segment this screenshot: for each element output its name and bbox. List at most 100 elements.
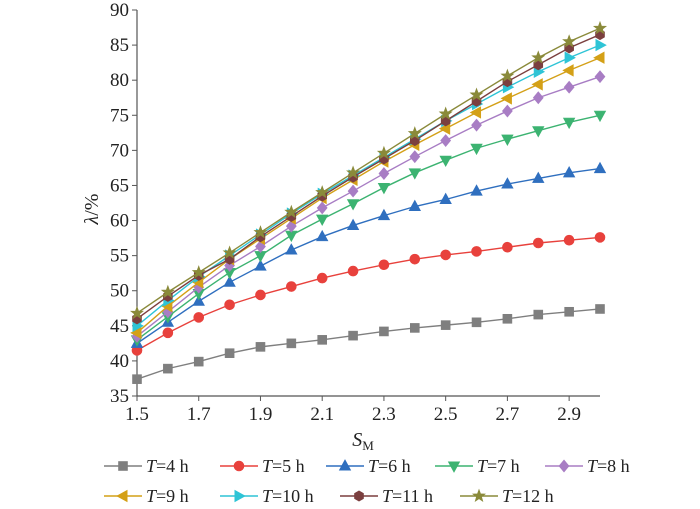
data-point <box>531 50 546 64</box>
x-tick-label: 2.9 <box>557 404 581 425</box>
data-point <box>563 80 575 94</box>
data-point <box>317 335 328 345</box>
data-point <box>409 323 420 333</box>
data-point <box>592 20 608 35</box>
data-point <box>595 304 605 314</box>
data-point <box>224 348 235 358</box>
legend-marker <box>338 459 352 471</box>
x-axis-label-subscript: M <box>362 438 374 453</box>
data-point <box>315 185 330 199</box>
legend-item: T=12 h <box>460 486 554 506</box>
data-point <box>129 305 145 320</box>
legend-label-var: T <box>262 486 274 506</box>
legend-label-rest: =4 h <box>156 456 189 476</box>
legend-item: T=8 h <box>545 456 630 476</box>
y-tick-label: 50 <box>110 281 129 302</box>
legend-label: T=9 h <box>146 486 189 506</box>
y-tick-label: 45 <box>110 316 129 337</box>
legend-marker <box>558 459 570 473</box>
data-point <box>285 230 298 243</box>
y-tick-label: 35 <box>110 386 129 407</box>
data-point <box>532 237 544 249</box>
data-point <box>409 253 421 265</box>
series-line <box>136 114 601 341</box>
legend-label: T=12 h <box>502 486 554 506</box>
legend-label-var: T <box>262 456 274 476</box>
data-point <box>562 165 576 178</box>
data-point <box>348 330 358 341</box>
data-point <box>440 134 452 148</box>
data-point <box>593 110 607 123</box>
legend-label-rest: =11 h <box>392 486 433 506</box>
x-tick-label: 2.3 <box>372 404 396 425</box>
data-point <box>500 92 512 105</box>
legend-label-var: T <box>146 456 158 476</box>
data-point <box>377 183 391 195</box>
legend-label-var: T <box>502 486 514 506</box>
data-point <box>593 161 607 174</box>
data-point <box>440 249 451 261</box>
y-tick-label: 60 <box>110 211 129 232</box>
data-point <box>378 259 390 271</box>
legend-item: T=10 h <box>220 486 314 506</box>
legend-label: T=10 h <box>262 486 314 506</box>
data-point <box>500 68 515 82</box>
legend-item: T=6 h <box>326 456 411 476</box>
data-point <box>222 245 237 259</box>
x-tick-label: 1.7 <box>187 404 211 425</box>
data-point <box>469 87 484 101</box>
legend-label-var: T <box>368 456 380 476</box>
data-point <box>593 51 605 64</box>
series-2 <box>130 161 607 348</box>
legend-label: T=7 h <box>477 456 520 476</box>
data-point <box>471 246 482 257</box>
series-5 <box>130 51 605 340</box>
data-point <box>407 126 422 140</box>
legend-label-var: T <box>146 486 158 506</box>
data-point <box>502 313 513 324</box>
data-point <box>254 251 267 263</box>
legend-label-rest: =5 h <box>272 456 305 476</box>
legend-label: T=6 h <box>368 456 411 476</box>
data-point <box>532 126 545 138</box>
data-point <box>285 243 298 255</box>
data-point <box>469 106 482 119</box>
data-point <box>253 225 268 239</box>
data-point <box>409 150 421 164</box>
data-point <box>531 78 543 91</box>
x-tick-label: 2.7 <box>496 404 520 425</box>
y-tick-label: 75 <box>110 105 129 126</box>
data-point <box>438 106 453 120</box>
legend-item: T=9 h <box>104 486 189 506</box>
data-point <box>595 38 607 52</box>
x-tick-label: 1.5 <box>125 404 149 425</box>
data-point <box>346 165 361 179</box>
legend-marker <box>233 460 245 472</box>
legend-marker <box>471 488 487 502</box>
legend-label-rest: =7 h <box>487 456 520 476</box>
legend-marker <box>447 461 461 473</box>
data-point <box>254 259 267 271</box>
y-tick-label: 70 <box>110 140 129 161</box>
series-0 <box>132 304 605 384</box>
legend-marker <box>118 461 128 471</box>
x-tick-label: 2.1 <box>310 404 334 425</box>
data-point <box>378 167 390 180</box>
series-1 <box>131 232 606 356</box>
data-point <box>502 241 513 253</box>
data-point <box>408 168 422 180</box>
series-line <box>136 76 601 337</box>
x-tick-label: 2.5 <box>434 404 458 425</box>
x-axis-label-symbol: S <box>352 429 362 451</box>
data-point <box>347 184 359 198</box>
data-point <box>564 306 574 317</box>
tick-labels: 35 40 45 50 55 60 65 70 75 80 85 90 1.5 1.7 1.9 2.1 2.3 2… <box>110 0 581 425</box>
legend-item: T=4 h <box>104 456 189 476</box>
legend-item: T=11 h <box>340 486 433 506</box>
data-point <box>470 184 483 196</box>
data-point <box>408 199 422 212</box>
legend-label-rest: =9 h <box>156 486 189 506</box>
y-axis-label-symbol: λ <box>81 215 103 225</box>
data-point <box>160 284 175 299</box>
